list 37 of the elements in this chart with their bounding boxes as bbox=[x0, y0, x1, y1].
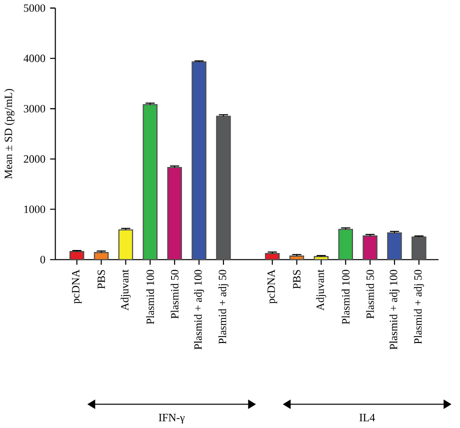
bar bbox=[264, 253, 280, 260]
y-tick-label: 2000 bbox=[24, 155, 46, 163]
bar bbox=[69, 251, 84, 260]
bar bbox=[118, 229, 134, 260]
bar bbox=[167, 167, 182, 260]
x-tick-label: Plasmid 100 bbox=[146, 270, 154, 324]
x-tick-label: Adjuvant bbox=[316, 270, 326, 311]
x-tick-label: Plasmid + adj 100 bbox=[194, 270, 204, 350]
y-tick-label: 4000 bbox=[24, 54, 46, 62]
y-tick-label: 0 bbox=[40, 256, 46, 264]
bar bbox=[94, 252, 109, 260]
text: IL4 bbox=[360, 414, 375, 422]
bar bbox=[338, 228, 354, 260]
x-tick-label: pcDNA bbox=[72, 270, 82, 304]
x-tick-label: pcDNA bbox=[267, 270, 278, 304]
bar bbox=[387, 232, 402, 260]
y-tick-label: 3000 bbox=[24, 105, 46, 112]
x-tick-label: Plasmid 100 bbox=[342, 270, 350, 324]
bar bbox=[216, 116, 231, 260]
x-tick-label: PBS bbox=[98, 270, 105, 289]
bar bbox=[412, 236, 426, 260]
bar bbox=[142, 104, 158, 260]
bar bbox=[192, 61, 206, 260]
y-tick-label: 1000 bbox=[24, 206, 46, 214]
x-tick-label: Plasmid + adj 50 bbox=[414, 270, 424, 344]
bar bbox=[289, 256, 304, 260]
y-tick-label: 5000 bbox=[24, 4, 46, 12]
x-tick-label: Plasmid 50 bbox=[170, 270, 178, 319]
x-tick-label: Plasmid + adj 100 bbox=[389, 270, 400, 350]
y-axis-title: Mean ± SD (pg/mL) bbox=[4, 89, 14, 179]
x-tick-label: PBS bbox=[293, 270, 300, 289]
text: IFN-γ bbox=[158, 414, 185, 424]
x-tick-label: Plasmid 50 bbox=[366, 270, 374, 319]
bar bbox=[362, 235, 378, 260]
x-tick-label: Adjuvant bbox=[120, 270, 131, 311]
bar bbox=[314, 256, 329, 260]
x-tick-label: Plasmid + adj 50 bbox=[218, 270, 228, 344]
